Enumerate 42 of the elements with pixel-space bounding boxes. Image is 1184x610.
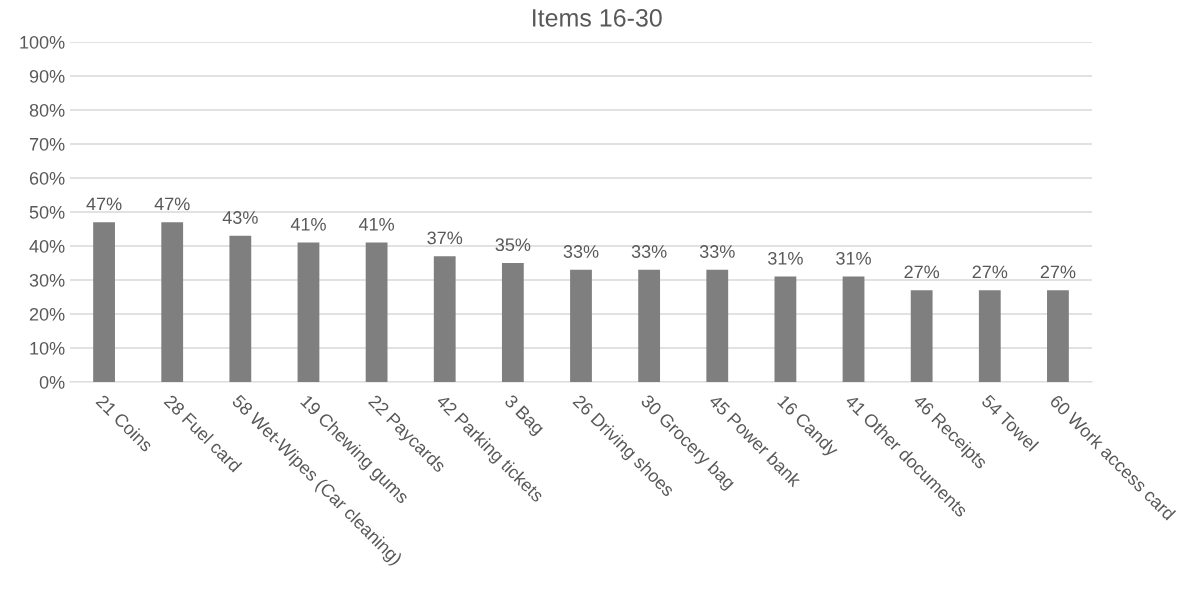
bar: [570, 269, 592, 382]
chart-title: Items 16-30: [533, 9, 662, 27]
data-label: 33%: [563, 245, 599, 258]
bar: [978, 290, 1001, 382]
y-tick-label: 40%: [29, 239, 65, 253]
bar: [842, 276, 865, 382]
bar: [297, 242, 320, 382]
data-label: 37%: [427, 231, 463, 245]
y-tick-label: 80%: [29, 103, 65, 117]
data-label: 47%: [154, 197, 190, 211]
bar: [910, 290, 933, 382]
bar: [365, 242, 388, 382]
data-label: 35%: [495, 238, 531, 252]
data-label: 41%: [290, 217, 326, 231]
bar: [501, 263, 524, 382]
y-tick-label: 20%: [29, 307, 65, 321]
y-tick-label: 70%: [29, 137, 65, 151]
data-label: 47%: [86, 197, 122, 211]
bar: [93, 222, 115, 382]
data-label: 43%: [222, 211, 258, 224]
y-tick-label: 60%: [29, 171, 65, 185]
bar: [433, 256, 456, 382]
bar: [229, 235, 252, 382]
data-label: 33%: [631, 245, 667, 258]
y-tick-label: 100%: [20, 35, 65, 49]
data-label: 31%: [836, 251, 871, 265]
data-label: 27%: [1040, 265, 1076, 279]
y-tick-label: 0%: [39, 375, 65, 389]
y-tick-label: 90%: [29, 69, 65, 83]
y-tick-label: 50%: [29, 205, 65, 219]
data-label: 33%: [699, 245, 735, 258]
bar: [706, 269, 729, 382]
data-label: 27%: [972, 265, 1008, 279]
y-tick-label: 30%: [29, 273, 65, 287]
bar: [161, 222, 184, 382]
data-label: 31%: [768, 251, 803, 265]
data-label: 41%: [358, 217, 395, 231]
data-label: 27%: [904, 265, 940, 279]
bar: [638, 269, 661, 382]
bar: [1047, 290, 1069, 382]
bar: [774, 276, 797, 382]
y-tick-label: 10%: [30, 341, 65, 355]
